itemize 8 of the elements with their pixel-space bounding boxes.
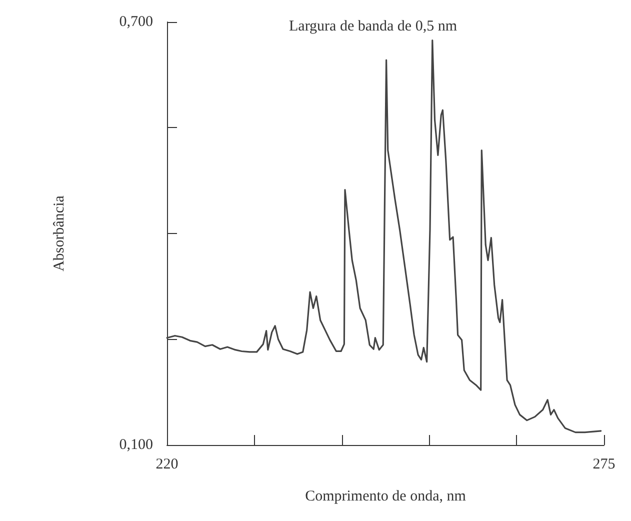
y-tick-label: 0,100 xyxy=(119,437,153,453)
y-axis-title: Absorbância xyxy=(52,195,68,272)
line-series xyxy=(166,40,602,434)
y-tick-label: 0,700 xyxy=(119,14,153,30)
chart-title: Largura de banda de 0,5 nm xyxy=(289,18,458,34)
x-axis-title: Comprimento de onda, nm xyxy=(305,488,466,504)
x-tick-label: 220 xyxy=(156,456,178,472)
x-tick-label: 275 xyxy=(592,456,616,472)
